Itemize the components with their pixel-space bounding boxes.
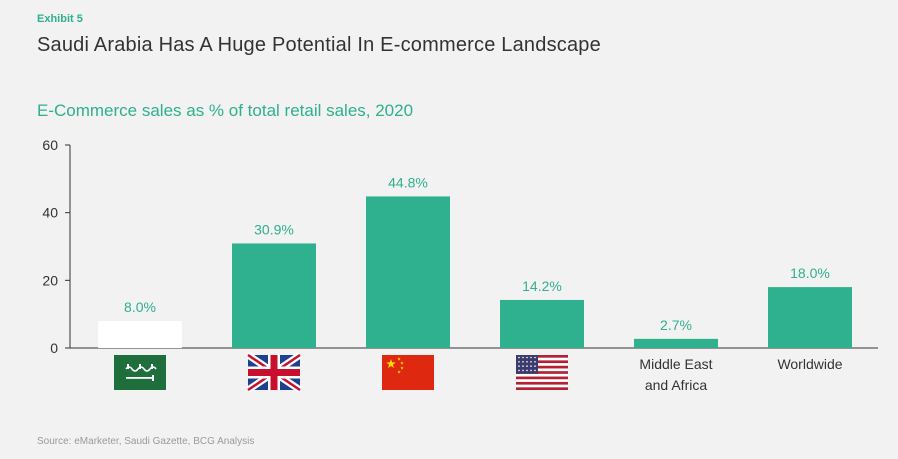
bar-value-label: 14.2%	[522, 278, 562, 294]
y-tick-label: 20	[42, 272, 58, 288]
bar-value-label: 44.8%	[388, 174, 428, 190]
y-tick-label: 40	[42, 205, 58, 221]
flag-layer	[114, 352, 568, 393]
category-label: Worldwide	[750, 354, 870, 375]
bar-value-label: 2.7%	[660, 317, 692, 333]
bar-value-label: 30.9%	[254, 221, 294, 237]
bar-value-label: 18.0%	[790, 265, 830, 281]
bar	[634, 338, 718, 348]
bar	[98, 320, 182, 348]
exhibit-label: Exhibit 5	[37, 13, 83, 25]
chart-subtitle: E-Commerce sales as % of total retail sa…	[37, 101, 414, 120]
saudi-flag-icon	[114, 355, 166, 390]
category-label-line: Worldwide	[777, 356, 843, 372]
chart-title: Saudi Arabia Has A Huge Potential In E-c…	[37, 34, 601, 56]
source-note: Source: eMarketer, Saudi Gazette, BCG An…	[37, 436, 255, 447]
category-label-line: Middle East	[639, 356, 713, 372]
category-label-line: and Africa	[644, 377, 708, 393]
bar-layer	[98, 196, 852, 348]
y-tick-label: 0	[50, 340, 58, 356]
bar	[500, 299, 584, 348]
us-flag-icon	[516, 355, 568, 390]
bar	[768, 287, 852, 348]
china-flag-icon	[382, 355, 434, 390]
value-label-layer: 8.0% 30.9% 44.8% 14.2% 2.7% 18.0%	[124, 174, 830, 332]
bar-value-label: 8.0%	[124, 299, 156, 315]
category-label: Middle East and Africa	[616, 354, 736, 396]
uk-flag-icon	[246, 352, 302, 393]
y-tick-label: 60	[42, 137, 58, 153]
bar	[232, 243, 316, 348]
axis-layer: 0 20 40 60	[42, 137, 878, 356]
bar	[366, 196, 450, 348]
